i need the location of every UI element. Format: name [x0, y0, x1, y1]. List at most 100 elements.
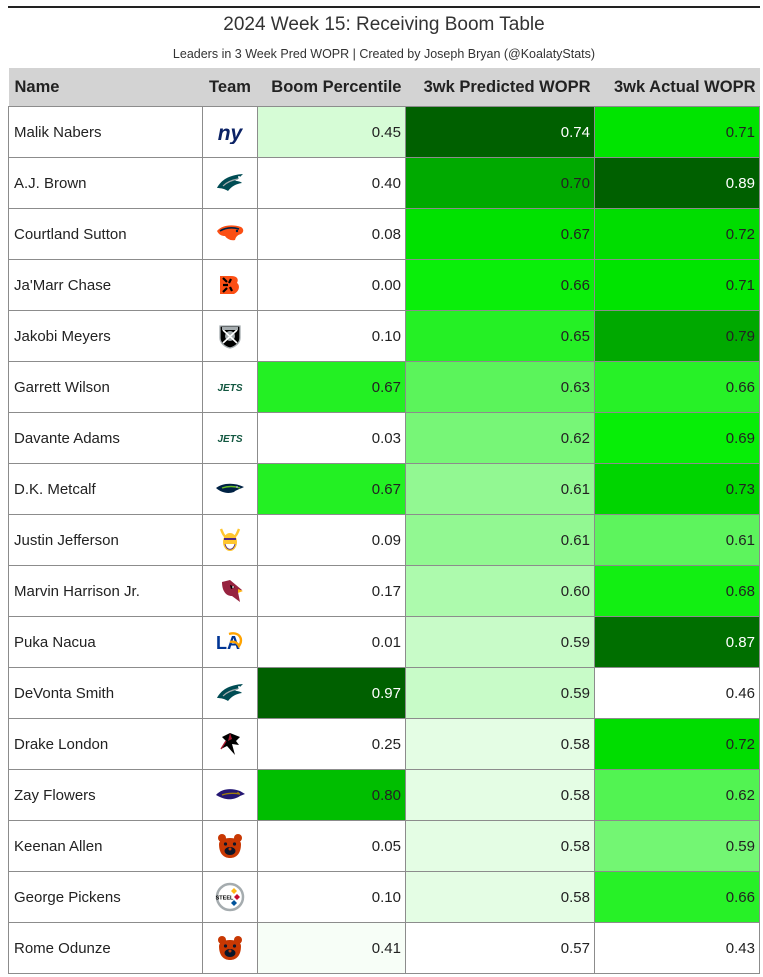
actual-wopr-value: 0.59: [594, 820, 760, 872]
cardinals-logo-icon: [202, 565, 258, 617]
predicted-wopr-value: 0.61: [405, 514, 595, 566]
table-row: Zay Flowers 0.80 0.58 0.62: [8, 769, 760, 821]
predicted-wopr-value: 0.58: [405, 871, 595, 923]
actual-wopr-value: 0.43: [594, 922, 760, 974]
actual-wopr-value: 0.79: [594, 310, 760, 362]
boom-percentile-value: 0.67: [257, 361, 406, 413]
actual-wopr-value: 0.87: [594, 616, 760, 668]
predicted-wopr-value: 0.58: [405, 769, 595, 821]
player-name: Marvin Harrison Jr.: [8, 565, 203, 617]
player-name: Zay Flowers: [8, 769, 203, 821]
predicted-wopr-value: 0.74: [405, 106, 595, 158]
predicted-wopr-value: 0.67: [405, 208, 595, 260]
player-name: Courtland Sutton: [8, 208, 203, 260]
actual-wopr-value: 0.46: [594, 667, 760, 719]
vikings-logo-icon: [202, 514, 258, 566]
predicted-wopr-value: 0.58: [405, 820, 595, 872]
boom-percentile-value: 0.80: [257, 769, 406, 821]
bengals-logo-icon: [202, 259, 258, 311]
jets-logo-icon: JETS: [202, 361, 258, 413]
actual-wopr-value: 0.61: [594, 514, 760, 566]
actual-wopr-value: 0.71: [594, 259, 760, 311]
player-name: George Pickens: [8, 871, 203, 923]
column-header-boom-percentile[interactable]: Boom Percentile: [257, 68, 406, 107]
jets-logo-icon: JETS: [202, 412, 258, 464]
predicted-wopr-value: 0.59: [405, 616, 595, 668]
broncos-logo-icon: [202, 208, 258, 260]
eagles-logo-icon: [202, 157, 258, 209]
predicted-wopr-value: 0.70: [405, 157, 595, 209]
bears-logo-icon: [202, 922, 258, 974]
boom-percentile-value: 0.08: [257, 208, 406, 260]
player-name: D.K. Metcalf: [8, 463, 203, 515]
table-row: Malik Nabers ny 0.45 0.74 0.71: [8, 106, 760, 158]
ravens-logo-icon: [202, 769, 258, 821]
predicted-wopr-value: 0.62: [405, 412, 595, 464]
boom-percentile-value: 0.10: [257, 310, 406, 362]
svg-text:LA: LA: [216, 633, 240, 653]
bears-logo-icon: [202, 820, 258, 872]
boom-percentile-value: 0.03: [257, 412, 406, 464]
actual-wopr-value: 0.62: [594, 769, 760, 821]
player-name: Jakobi Meyers: [8, 310, 203, 362]
boom-percentile-value: 0.10: [257, 871, 406, 923]
table-row: D.K. Metcalf 0.67 0.61 0.73: [8, 463, 760, 515]
predicted-wopr-value: 0.58: [405, 718, 595, 770]
column-header-actual-wopr[interactable]: 3wk Actual WOPR: [594, 68, 760, 107]
table-row: Jakobi Meyers 0.10 0.65 0.79: [8, 310, 760, 362]
player-name: A.J. Brown: [8, 157, 203, 209]
boom-percentile-value: 0.01: [257, 616, 406, 668]
table-row: Rome Odunze 0.41 0.57 0.43: [8, 922, 760, 974]
actual-wopr-value: 0.72: [594, 718, 760, 770]
player-name: Rome Odunze: [8, 922, 203, 974]
predicted-wopr-value: 0.63: [405, 361, 595, 413]
column-header-team[interactable]: Team: [202, 68, 258, 107]
table-row: Courtland Sutton 0.08 0.67 0.72: [8, 208, 760, 260]
top-rule: [8, 6, 760, 8]
raiders-logo-icon: [202, 310, 258, 362]
actual-wopr-value: 0.69: [594, 412, 760, 464]
steelers-logo-icon: STEEL: [202, 871, 258, 923]
table-row: Keenan Allen 0.05 0.58 0.59: [8, 820, 760, 872]
actual-wopr-value: 0.68: [594, 565, 760, 617]
boom-percentile-value: 0.25: [257, 718, 406, 770]
player-name: Puka Nacua: [8, 616, 203, 668]
falcons-logo-icon: [202, 718, 258, 770]
svg-text:ny: ny: [218, 122, 244, 144]
boom-percentile-value: 0.45: [257, 106, 406, 158]
table-title: 2024 Week 15: Receiving Boom Table: [223, 14, 545, 35]
table-subtitle: Leaders in 3 Week Pred WOPR | Created by…: [172, 47, 596, 61]
boom-percentile-value: 0.17: [257, 565, 406, 617]
table-row: Justin Jefferson 0.09 0.61 0.61: [8, 514, 760, 566]
table-row: Davante Adams JETS 0.03 0.62 0.69: [8, 412, 760, 464]
table-row: Ja'Marr Chase 0.00 0.66 0.71: [8, 259, 760, 311]
boom-percentile-value: 0.05: [257, 820, 406, 872]
boom-percentile-value: 0.09: [257, 514, 406, 566]
actual-wopr-value: 0.71: [594, 106, 760, 158]
giants-logo-icon: ny: [202, 106, 258, 158]
column-header-name[interactable]: Name: [8, 68, 203, 107]
table-row: Puka Nacua LA 0.01 0.59 0.87: [8, 616, 760, 668]
player-name: Justin Jefferson: [8, 514, 203, 566]
svg-text:STEEL: STEEL: [216, 896, 234, 902]
header-row: Name Team Boom Percentile 3wk Predicted …: [8, 68, 760, 107]
seahawks-logo-icon: [202, 463, 258, 515]
boom-percentile-value: 0.40: [257, 157, 406, 209]
predicted-wopr-value: 0.61: [405, 463, 595, 515]
table-row: A.J. Brown 0.40 0.70 0.89: [8, 157, 760, 209]
column-header-predicted-wopr[interactable]: 3wk Predicted WOPR: [405, 68, 595, 107]
boom-percentile-value: 0.00: [257, 259, 406, 311]
actual-wopr-value: 0.66: [594, 871, 760, 923]
eagles-logo-icon: [202, 667, 258, 719]
player-name: Garrett Wilson: [8, 361, 203, 413]
table-row: George Pickens STEEL 0.10 0.58 0.66: [8, 871, 760, 923]
predicted-wopr-value: 0.60: [405, 565, 595, 617]
table-row: Drake London 0.25 0.58 0.72: [8, 718, 760, 770]
boom-percentile-value: 0.41: [257, 922, 406, 974]
table-row: Marvin Harrison Jr. 0.17 0.60 0.68: [8, 565, 760, 617]
player-name: Drake London: [8, 718, 203, 770]
table-row: Garrett Wilson JETS 0.67 0.63 0.66: [8, 361, 760, 413]
boom-percentile-value: 0.97: [257, 667, 406, 719]
player-name: Malik Nabers: [8, 106, 203, 158]
predicted-wopr-value: 0.59: [405, 667, 595, 719]
